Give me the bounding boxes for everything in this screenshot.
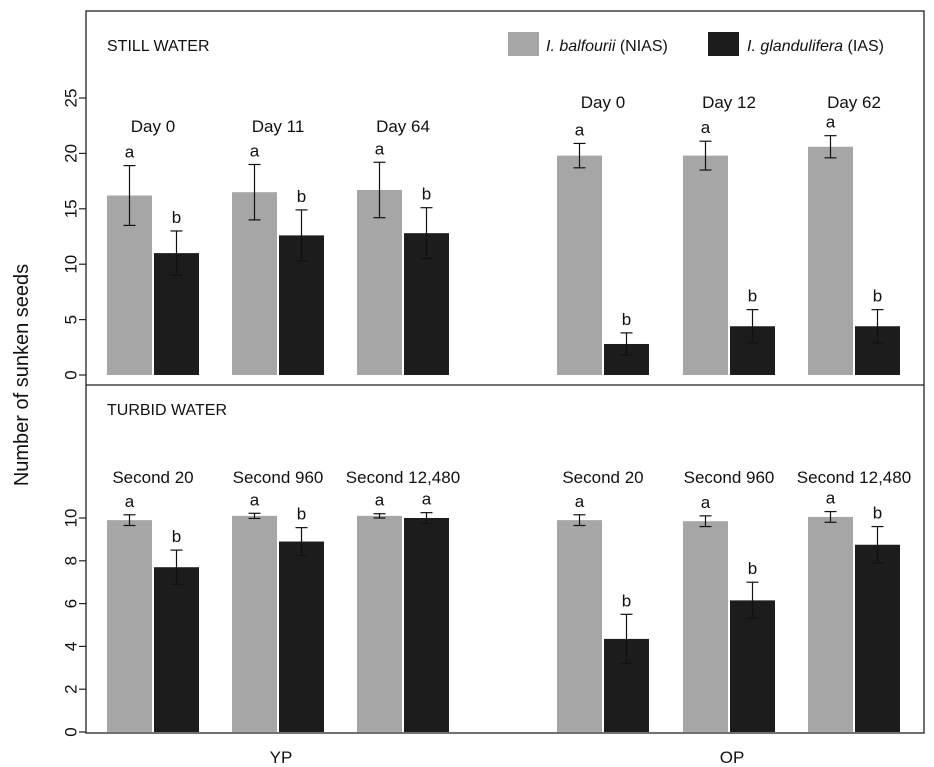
y-tick-label: 10 <box>61 509 80 528</box>
significance-letter: a <box>701 118 711 137</box>
x-group-label-yp: YP <box>270 748 293 767</box>
category-label: Second 12,480 <box>797 468 911 487</box>
significance-letter: b <box>748 287 757 306</box>
legend-suffix-ias: (IAS) <box>843 38 884 55</box>
bar-ias <box>154 567 199 732</box>
legend-label-ias: I. glandulifera (IAS) <box>747 38 884 55</box>
bar-ias <box>730 600 775 732</box>
bar-nias <box>683 155 728 375</box>
bar-ias <box>404 518 449 732</box>
legend-swatch-nias <box>508 32 539 56</box>
significance-letter: b <box>622 591 631 610</box>
y-tick-label: 4 <box>61 642 80 651</box>
y-tick-label: 25 <box>61 89 80 108</box>
bar-ias <box>855 544 900 732</box>
significance-letter: b <box>422 185 431 204</box>
bar-nias <box>683 521 728 732</box>
significance-letter: b <box>297 505 306 524</box>
y-axis-title: Number of sunken seeds <box>11 264 33 486</box>
y-tick-label: 15 <box>61 199 80 218</box>
category-label: Second 960 <box>233 468 324 487</box>
y-tick-label: 0 <box>61 370 80 379</box>
significance-letter: b <box>748 559 757 578</box>
bar-nias <box>232 515 277 732</box>
bar-nias <box>232 192 277 375</box>
bars-layer <box>107 135 900 732</box>
x-group-label-op: OP <box>720 748 745 767</box>
category-label: Day 0 <box>131 117 175 136</box>
y-tick-label: 10 <box>61 255 80 274</box>
legend-suffix-nias: (NIAS) <box>615 38 667 55</box>
significance-letter: b <box>873 287 882 306</box>
bar-nias <box>808 146 853 375</box>
bar-nias <box>808 516 853 732</box>
bar-nias <box>357 515 402 732</box>
significance-letter: b <box>172 208 181 227</box>
category-label: Second 20 <box>562 468 643 487</box>
legend-species-ias: I. glandulifera <box>747 38 843 55</box>
significance-letter: b <box>622 310 631 329</box>
y-tick-label: 5 <box>61 315 80 324</box>
significance-letter: b <box>873 504 882 523</box>
legend-label-nias: I. balfourii (NIAS) <box>546 38 668 55</box>
y-tick-label: 20 <box>61 144 80 163</box>
category-label: Day 0 <box>581 93 625 112</box>
category-label: Day 62 <box>827 93 881 112</box>
significance-letter: a <box>250 490 260 509</box>
significance-letter: a <box>125 492 135 511</box>
category-label: Second 12,480 <box>346 468 460 487</box>
bar-nias <box>107 520 152 732</box>
y-tick-label: 6 <box>61 599 80 608</box>
plot-border <box>85 10 925 734</box>
legend-species-nias: I. balfourii <box>546 38 616 55</box>
significance-letter: a <box>701 493 711 512</box>
significance-letter: a <box>826 113 836 132</box>
bar-nias <box>357 189 402 375</box>
category-label: Day 11 <box>252 117 305 136</box>
significance-letter: a <box>125 143 135 162</box>
y-tick-label: 0 <box>61 727 80 736</box>
significance-letter: a <box>575 492 585 511</box>
category-label: Day 12 <box>702 93 756 112</box>
significance-letter: a <box>250 141 260 160</box>
significance-letter: a <box>375 139 385 158</box>
panel-label-turbid-water: TURBID WATER <box>107 402 227 419</box>
significance-letter: a <box>826 489 836 508</box>
category-label: Second 20 <box>112 468 193 487</box>
chart-frame <box>79 10 925 734</box>
significance-letter: a <box>422 490 432 509</box>
significance-letter: a <box>375 491 385 510</box>
significance-letter: a <box>575 120 585 139</box>
significance-letter: b <box>172 527 181 546</box>
category-label: Day 64 <box>376 117 430 136</box>
bar-ias <box>279 541 324 732</box>
bar-nias <box>557 155 602 375</box>
panel-label-still-water: STILL WATER <box>107 38 210 55</box>
bar-nias <box>557 520 602 732</box>
y-tick-label: 8 <box>61 556 80 565</box>
significance-letter: b <box>297 187 306 206</box>
legend: I. balfourii (NIAS) I. glandulifera (IAS… <box>508 32 884 56</box>
y-tick-label: 2 <box>61 684 80 693</box>
category-label: Second 960 <box>684 468 775 487</box>
legend-swatch-ias <box>708 32 739 56</box>
